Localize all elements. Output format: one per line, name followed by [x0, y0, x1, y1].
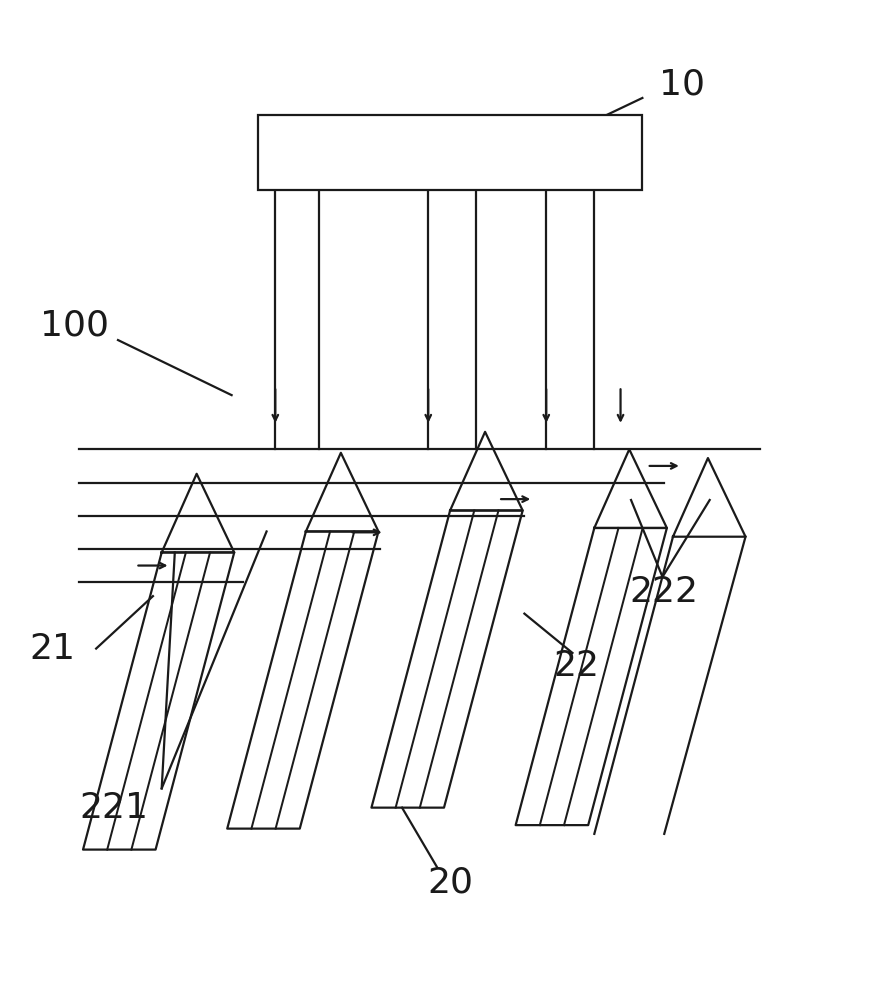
Text: 22: 22 [554, 649, 600, 683]
Text: 10: 10 [659, 68, 704, 102]
Text: 20: 20 [427, 866, 473, 900]
Bar [258, 115, 642, 190]
Text: 21: 21 [30, 632, 75, 666]
Text: 221: 221 [80, 791, 148, 825]
Text: 100: 100 [40, 308, 108, 342]
Text: 222: 222 [630, 575, 698, 609]
